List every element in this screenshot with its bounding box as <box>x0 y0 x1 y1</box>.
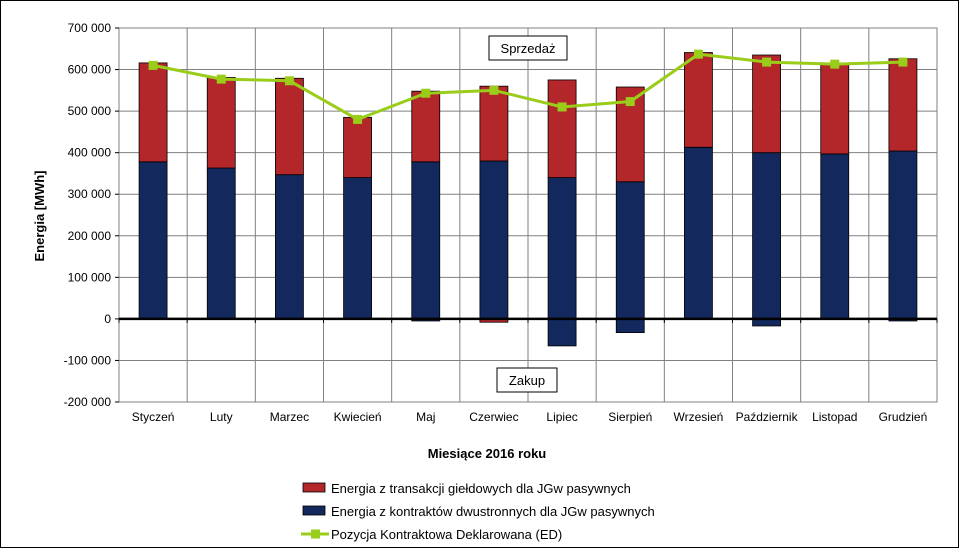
bar-contracts-5 <box>479 160 509 320</box>
y-tick-label: 300 000 <box>68 187 112 201</box>
bar-contracts-1 <box>206 167 236 320</box>
bars <box>138 52 918 347</box>
y-tick-label: 100 000 <box>68 270 112 284</box>
annotation-buy: Zakup <box>496 367 558 393</box>
bar-contracts-neg-7 <box>615 318 645 334</box>
legend-label-1: Energia z kontraktów dwustronnych dla JG… <box>331 504 655 519</box>
y-tick-label: 400 000 <box>68 146 112 160</box>
bar-exchange-5 <box>479 85 509 162</box>
x-tick-label: Styczeń <box>132 410 175 424</box>
line-ed-point-7 <box>625 97 635 107</box>
legend-label-0: Energia z transakcji giełdowych dla JGw … <box>331 481 631 496</box>
x-tick-label: Październik <box>736 410 799 424</box>
zero-axis <box>118 317 938 323</box>
line-ed-point-0 <box>148 60 158 70</box>
bar-exchange-10 <box>820 62 850 155</box>
bar-exchange-2 <box>275 77 304 176</box>
annotation-buy-label: Zakup <box>509 373 545 388</box>
bar-contracts-neg-6 <box>547 318 577 347</box>
bar-contracts-3 <box>343 177 372 320</box>
x-axis-title: Miesiące 2016 roku <box>428 446 547 461</box>
line-ed-point-10 <box>830 59 840 69</box>
x-tick-label: Marzec <box>270 410 309 424</box>
line-ed-point-9 <box>762 57 772 67</box>
annotation-sell-label: Sprzedaż <box>501 41 556 56</box>
x-axis-ticks: Styczeń Luty Marzec Kwiecień Maj Czerwiec Lipi… <box>132 410 928 424</box>
legend: Energia z transakcji giełdowych dla JGw … <box>301 481 655 542</box>
y-axis-title: Energia [MWh] <box>32 171 47 262</box>
x-tick-label: Grudzień <box>879 410 928 424</box>
legend-swatch-1 <box>302 505 326 516</box>
y-tick-label: 0 <box>104 312 111 326</box>
y-tick-label: 200 000 <box>68 229 112 243</box>
x-tick-label: Wrzesień <box>674 410 724 424</box>
x-tick-label: Maj <box>416 410 435 424</box>
line-ed-point-6 <box>557 102 567 112</box>
x-tick-label: Listopad <box>812 410 857 424</box>
x-tick-label: Czerwiec <box>469 410 518 424</box>
annotation-sell: Sprzedaż <box>488 35 568 61</box>
bar-contracts-0 <box>138 161 168 320</box>
line-ed <box>152 52 903 122</box>
bar-exchange-1 <box>206 77 236 169</box>
legend-swatch-0 <box>302 482 326 493</box>
line-ed-point-2 <box>284 76 294 86</box>
line-series <box>148 49 908 124</box>
x-tick-label: Sierpień <box>608 410 652 424</box>
bar-exchange-0 <box>138 62 168 163</box>
line-ed-point-8 <box>693 49 703 59</box>
bar-contracts-9 <box>752 152 781 320</box>
bar-exchange-8 <box>684 52 713 148</box>
x-tick-label: Luty <box>210 410 233 424</box>
bar-exchange-3 <box>343 116 372 178</box>
bar-contracts-11 <box>888 150 918 320</box>
y-tick-label: -200 000 <box>64 395 112 409</box>
bar-exchange-11 <box>888 58 918 152</box>
line-ed-point-5 <box>489 85 499 95</box>
x-tick-label: Kwiecień <box>334 410 382 424</box>
line-ed-point-11 <box>898 57 908 67</box>
bar-contracts-2 <box>275 174 304 320</box>
y-axis-ticks: 700 000 600 000 500 000 400 000 300 000 200 0… <box>64 21 119 409</box>
bar-exchange-6 <box>547 79 577 178</box>
bar-contracts-10 <box>820 153 850 320</box>
line-ed-point-3 <box>353 114 363 124</box>
legend-marker-2 <box>311 529 320 539</box>
y-tick-label: 600 000 <box>68 63 112 77</box>
bar-contracts-6 <box>547 177 577 320</box>
line-ed-point-1 <box>216 74 226 84</box>
legend-label-2: Pozycja Kontraktowa Deklarowana (ED) <box>331 527 562 542</box>
y-tick-label: 500 000 <box>68 104 112 118</box>
line-ed-point-4 <box>421 88 431 98</box>
bar-exchange-9 <box>752 54 781 154</box>
bar-contracts-8 <box>684 146 713 320</box>
bar-exchange-4 <box>411 90 441 163</box>
y-tick-label: 700 000 <box>68 21 112 35</box>
bar-contracts-4 <box>411 161 441 320</box>
y-tick-label: -100 000 <box>64 353 112 367</box>
bar-contracts-7 <box>615 181 645 320</box>
x-tick-label: Lipiec <box>546 410 577 424</box>
